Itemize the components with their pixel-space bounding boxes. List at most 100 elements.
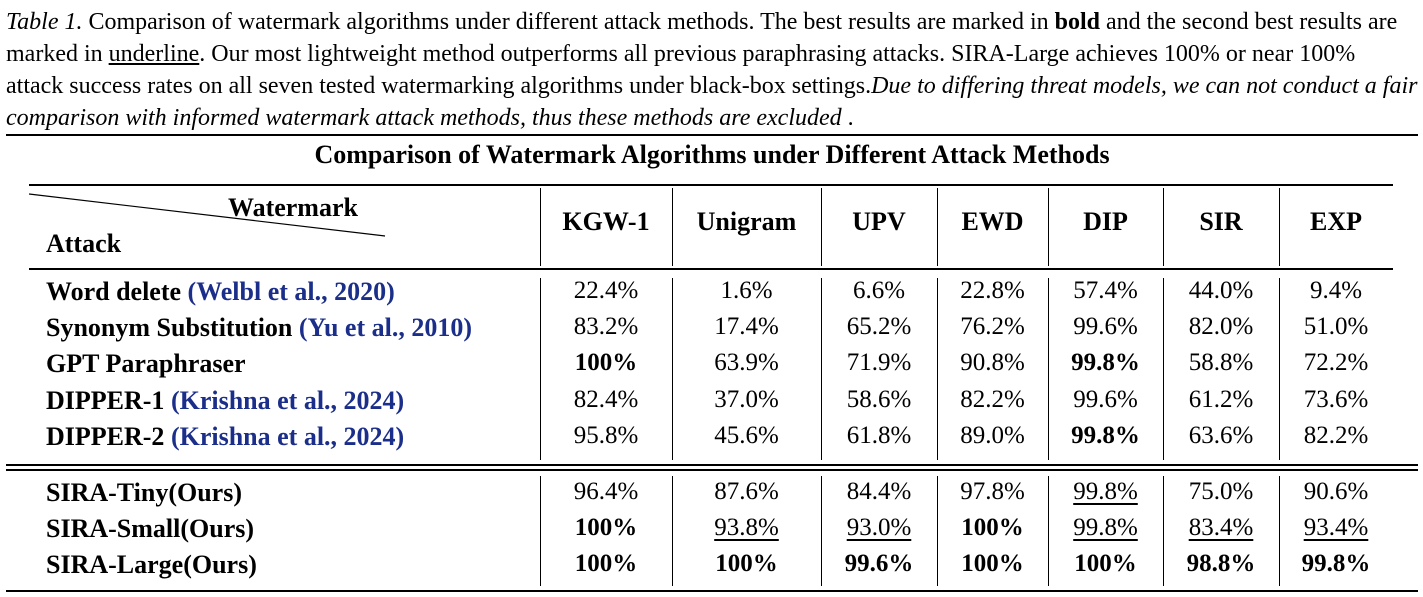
table-cell: 22.4%: [573, 277, 639, 304]
attack-name: SIRA-Large(Ours): [46, 550, 257, 580]
table-cell: 93.0%: [846, 514, 912, 541]
table-cell: 71.9%: [846, 349, 912, 376]
table-cell: 100%: [574, 550, 638, 577]
column-divider: [1279, 188, 1281, 266]
column-divider: [540, 476, 542, 586]
table-caption: Table 1. Comparison of watermark algorit…: [6, 6, 1418, 134]
table-cell: 82.4%: [573, 386, 639, 413]
table-cell: 45.6%: [714, 422, 779, 449]
table-cell: 99.6%: [844, 550, 914, 577]
attack-name: Word delete (Welbl et al., 2020): [46, 277, 395, 307]
attack-label: SIRA-Large(Ours): [46, 550, 257, 579]
column-divider: [1279, 278, 1281, 460]
caption-bold-word: bold: [1054, 9, 1101, 35]
column-divider: [1048, 278, 1050, 460]
section-rule-1: [6, 464, 1418, 466]
table-cell: 96.4%: [573, 478, 639, 505]
table-cell: 63.6%: [1188, 422, 1254, 449]
table-cell: 100%: [961, 550, 1024, 577]
table-cell: 90.8%: [960, 349, 1025, 376]
corner-watermark-label: Watermark: [228, 193, 358, 222]
column-divider: [1163, 476, 1165, 586]
table-title: Comparison of Watermark Algorithms under…: [314, 140, 1110, 169]
caption-text-2: and the second best results are marked i…: [6, 9, 1398, 67]
column-divider: [937, 476, 939, 586]
citation-link[interactable]: (Krishna et al., 2024): [170, 422, 405, 451]
column-header: Unigram: [696, 207, 797, 236]
column-header: EWD: [961, 207, 1024, 236]
column-divider: [672, 278, 674, 460]
table-cell: 84.4%: [846, 478, 912, 505]
attack-label: Synonym Substitution: [46, 313, 299, 342]
diagonal-header-line: [29, 193, 386, 237]
bottom-rule: [6, 590, 1418, 592]
attack-label: SIRA-Tiny(Ours): [46, 478, 243, 507]
table-cell: 99.8%: [1071, 349, 1140, 376]
column-divider: [937, 188, 939, 266]
citation-link[interactable]: (Welbl et al., 2020): [187, 277, 395, 306]
table-cell: 95.8%: [573, 422, 639, 449]
section-rule-2: [6, 469, 1418, 471]
table-cell: 83.2%: [573, 313, 639, 340]
table-cell: 44.0%: [1188, 277, 1254, 304]
table-cell: 57.4%: [1073, 277, 1138, 304]
table-cell: 82.2%: [1303, 422, 1369, 449]
citation-link[interactable]: (Yu et al., 2010): [298, 313, 472, 342]
top-rule: [6, 134, 1418, 136]
column-divider: [1048, 476, 1050, 586]
caption-text-3: . Our most lightweight method outperform…: [6, 41, 1356, 99]
attack-label: DIPPER-2: [46, 422, 171, 451]
table-cell: 82.2%: [960, 386, 1025, 413]
table-cell: 75.0%: [1188, 478, 1254, 505]
caption-underline-word: underline: [108, 41, 200, 67]
table-cell: 65.2%: [846, 313, 912, 340]
table-cell: 9.4%: [1309, 277, 1363, 304]
column-divider: [821, 278, 823, 460]
table-cell: 100%: [715, 550, 778, 577]
attack-name: DIPPER-1 (Krishna et al., 2024): [46, 386, 404, 416]
table-cell: 93.8%: [714, 514, 779, 541]
table-cell: 98.8%: [1186, 550, 1256, 577]
table-cell: 63.9%: [714, 349, 779, 376]
column-divider: [540, 188, 542, 266]
table-cell: 100%: [961, 514, 1024, 541]
table-cell: 99.6%: [1073, 386, 1138, 413]
table-cell: 61.8%: [846, 422, 912, 449]
table-cell: 17.4%: [714, 313, 779, 340]
table-cell: 1.6%: [720, 277, 773, 304]
title-rule: [29, 184, 1393, 186]
attack-name: Synonym Substitution (Yu et al., 2010): [46, 313, 472, 343]
column-divider: [1048, 188, 1050, 266]
citation-link[interactable]: (Krishna et al., 2024): [170, 386, 405, 415]
table-cell: 82.0%: [1188, 313, 1254, 340]
table-cell: 93.4%: [1303, 514, 1369, 541]
caption-end: .: [841, 105, 854, 131]
attack-label: DIPPER-1: [46, 386, 171, 415]
table-cell: 83.4%: [1188, 514, 1254, 541]
attack-label: GPT Paraphraser: [46, 349, 246, 378]
column-divider: [821, 476, 823, 586]
table-cell: 99.8%: [1073, 478, 1138, 505]
attack-name: DIPPER-2 (Krishna et al., 2024): [46, 422, 404, 452]
table-cell: 73.6%: [1303, 386, 1369, 413]
table-cell: 89.0%: [960, 422, 1025, 449]
table-cell: 6.6%: [852, 277, 906, 304]
attack-name: GPT Paraphraser: [46, 349, 246, 379]
table-cell: 100%: [574, 349, 638, 376]
table-cell: 99.8%: [1073, 514, 1138, 541]
attack-name: SIRA-Small(Ours): [46, 514, 254, 544]
table-cell: 99.8%: [1071, 422, 1140, 449]
attack-label: Word delete: [46, 277, 188, 306]
column-divider: [937, 278, 939, 460]
caption-label: Table 1.: [6, 9, 83, 35]
table-cell: 97.8%: [960, 478, 1025, 505]
header-rule: [29, 268, 1393, 270]
column-divider: [1163, 188, 1165, 266]
table-cell: 61.2%: [1188, 386, 1254, 413]
table-cell: 51.0%: [1303, 313, 1369, 340]
column-header: UPV: [852, 207, 906, 236]
table-cell: 58.6%: [846, 386, 912, 413]
caption-italic-tail: Due to differing threat models, we can n…: [6, 73, 1418, 131]
table-cell: 72.2%: [1303, 349, 1369, 376]
column-divider: [540, 278, 542, 460]
